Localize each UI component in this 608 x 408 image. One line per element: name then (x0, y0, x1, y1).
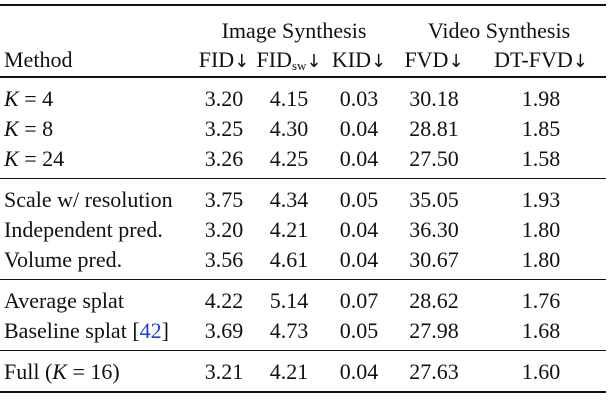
fid-sw-cell: 4.61 (269, 247, 309, 272)
kid-cell: 0.05 (339, 318, 379, 343)
fid-cell: 3.75 (196, 178, 252, 215)
method-cell: Average splat (0, 279, 196, 316)
kid-cell: 0.04 (339, 217, 379, 242)
fid-cell: 3.20 (204, 86, 244, 111)
dt-fvd-cell: 1.76 (476, 279, 606, 316)
fid-sw-cell: 4.30 (269, 116, 309, 141)
table-row: Baseline splat [42] 3.69 4.73 0.05 27.98… (0, 316, 606, 351)
down-arrow-icon: ↓ (448, 51, 464, 72)
method-cell: Full (K = 16) (0, 350, 196, 393)
down-arrow-icon: ↓ (371, 51, 387, 72)
table-row: Full (K = 16) 3.21 4.21 0.04 27.63 1.60 (0, 350, 606, 393)
method-cell: K = 8 (4, 116, 54, 141)
fvd-cell: 30.18 (409, 86, 459, 111)
down-arrow-icon: ↓ (572, 51, 588, 72)
fid-sw-cell: 4.25 (269, 146, 309, 171)
fid-sw-cell: 4.15 (269, 86, 309, 111)
fvd-cell: 27.50 (409, 146, 459, 171)
method-cell: Volume pred. (4, 247, 123, 272)
fid-cell: 3.56 (204, 247, 244, 272)
dt-fvd-cell: 1.98 (521, 86, 561, 111)
group-image-synthesis: Image Synthesis (196, 4, 392, 44)
fvd-cell: 28.62 (392, 279, 476, 316)
dt-fvd-cell: 1.80 (521, 247, 561, 272)
method-cell: K = 4 (4, 86, 54, 111)
kid-cell: 0.04 (339, 146, 379, 171)
kid-cell: 0.05 (326, 178, 392, 215)
dt-fvd-cell: 1.68 (521, 318, 561, 343)
kid-cell: 0.07 (326, 279, 392, 316)
fid-sw-cell: 4.21 (269, 217, 309, 242)
table-row: K = 24 3.26 4.25 0.04 27.50 1.58 (0, 144, 606, 179)
down-arrow-icon: ↓ (306, 50, 322, 72)
dt-fvd-cell: 1.58 (521, 146, 561, 171)
fvd-cell: 35.05 (392, 178, 476, 215)
column-header-fvd: FVD↓ (392, 44, 476, 78)
dt-fvd-cell: 1.93 (476, 178, 606, 215)
ablation-table: Image Synthesis Video Synthesis Method F… (0, 4, 606, 393)
column-header-fid: FID↓ (196, 44, 252, 78)
kid-cell: 0.03 (339, 86, 379, 111)
fvd-cell: 30.67 (409, 247, 459, 272)
fvd-cell: 27.63 (392, 350, 476, 393)
fvd-cell: 28.81 (409, 116, 459, 141)
fid-sw-cell: 4.73 (269, 318, 309, 343)
column-header-dt-fvd: DT-FVD↓ (476, 44, 606, 78)
method-cell: Scale w/ resolution (0, 178, 196, 215)
fvd-cell: 36.30 (409, 217, 459, 242)
fid-cell: 3.20 (204, 217, 244, 242)
table-row: Average splat 4.22 5.14 0.07 28.62 1.76 (0, 279, 606, 316)
citation-link[interactable]: 42 (139, 318, 162, 343)
group-header-row: Image Synthesis Video Synthesis (0, 4, 606, 44)
kid-cell: 0.04 (339, 247, 379, 272)
method-cell: K = 24 (4, 146, 65, 171)
table-row: K = 4 3.20 4.15 0.03 30.18 1.98 (0, 77, 606, 114)
table-row: Volume pred. 3.56 4.61 0.04 30.67 1.80 (0, 245, 606, 280)
fid-cell: 3.26 (204, 146, 244, 171)
fid-sw-cell: 5.14 (252, 279, 326, 316)
group-video-synthesis: Video Synthesis (392, 4, 606, 44)
table-row: K = 8 3.25 4.30 0.04 28.81 1.85 (0, 114, 606, 144)
column-header-method: Method (0, 44, 196, 78)
fid-cell: 3.25 (204, 116, 244, 141)
column-header-kid: KID↓ (326, 44, 392, 78)
fid-cell: 3.69 (204, 318, 244, 343)
fid-sw-cell: 4.21 (252, 350, 326, 393)
fid-sw-cell: 4.34 (252, 178, 326, 215)
column-header-fid-sw: FIDsw↓ (252, 44, 326, 78)
kid-cell: 0.04 (339, 116, 379, 141)
dt-fvd-cell: 1.60 (476, 350, 606, 393)
column-header-row: Method FID↓ FIDsw↓ KID↓ FVD↓ DT-FVD↓ (0, 44, 606, 78)
table-row: Independent pred. 3.20 4.21 0.04 36.30 1… (0, 215, 606, 245)
down-arrow-icon: ↓ (234, 51, 250, 72)
dt-fvd-cell: 1.80 (521, 217, 561, 242)
method-cell: Baseline splat [42] (4, 318, 169, 343)
table-row: Scale w/ resolution 3.75 4.34 0.05 35.05… (0, 178, 606, 215)
dt-fvd-cell: 1.85 (521, 116, 561, 141)
fid-cell: 4.22 (196, 279, 252, 316)
kid-cell: 0.04 (326, 350, 392, 393)
fid-cell: 3.21 (196, 350, 252, 393)
method-cell: Independent pred. (4, 217, 163, 242)
fvd-cell: 27.98 (409, 318, 459, 343)
